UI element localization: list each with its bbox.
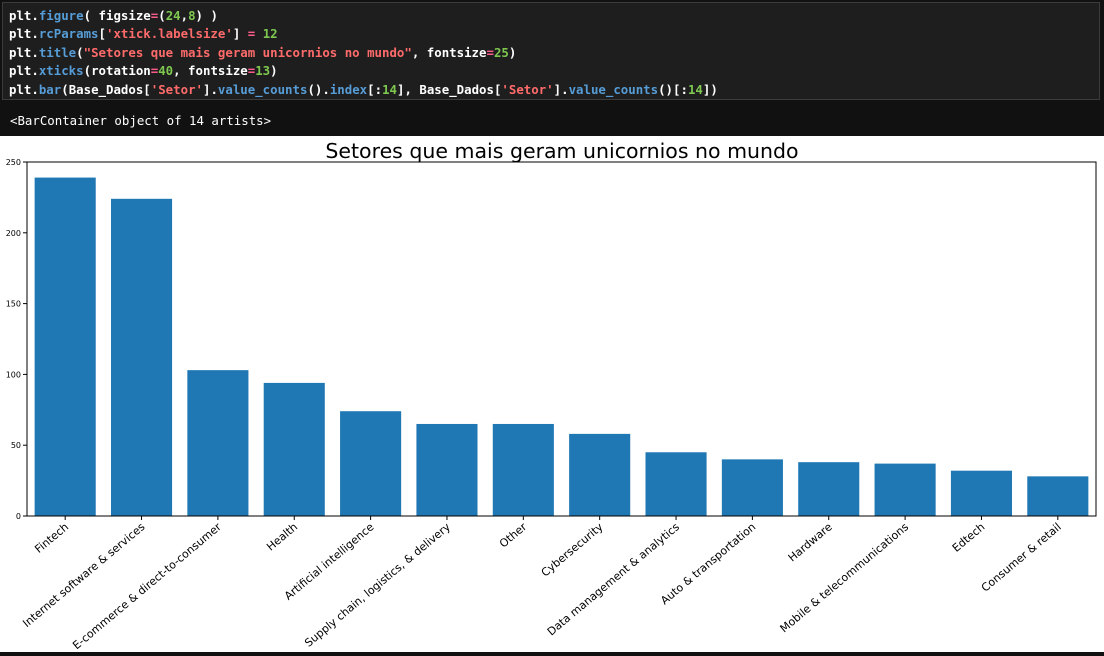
x-tick-label: Fintech xyxy=(32,520,71,555)
x-tick-label: Cybersecurity xyxy=(539,520,606,579)
bars xyxy=(34,177,1089,517)
cell-output: <BarContainer object of 14 artists> xyxy=(10,113,272,128)
chart-title: Setores que mais geram unicornios no mun… xyxy=(325,139,798,163)
x-tick-label: Internet software & services xyxy=(20,520,147,630)
y-tick-label: 0 xyxy=(16,512,21,521)
x-tick-label: Hardware xyxy=(786,520,835,564)
bar xyxy=(1027,476,1089,516)
x-tick-label: Mobile & telecommunications xyxy=(778,520,912,635)
bar xyxy=(492,423,554,516)
y-tick-label: 150 xyxy=(6,300,21,309)
code-line: plt.xticks(rotation=40, fontsize=13) xyxy=(9,63,278,79)
x-tick-label: Supply chain, logistics, & delivery xyxy=(302,520,453,650)
bar xyxy=(721,459,783,516)
code-line: plt.title("Setores que mais geram unicor… xyxy=(9,44,517,60)
code-cell[interactable]: plt.figure( figsize=(24,8) ) plt.rcParams… xyxy=(2,2,1100,100)
bar xyxy=(950,470,1013,516)
bar xyxy=(416,423,478,516)
code-line: plt.figure( figsize=(24,8) ) xyxy=(9,8,218,23)
x-tick-label: E-commerce & direct-to-consumer xyxy=(70,520,224,652)
code-line: plt.rcParams['xtick.labelsize'] = 12 xyxy=(9,26,278,42)
code-line: plt.bar(Base_Dados['Setor'].value_counts… xyxy=(9,81,718,97)
bar xyxy=(874,463,936,516)
x-tick-label: Other xyxy=(497,520,530,550)
x-tick-label: Data management & analytics xyxy=(545,520,682,638)
bar xyxy=(798,462,860,516)
x-tick-label: Health xyxy=(264,520,300,553)
bar xyxy=(569,433,631,516)
y-tick-label: 50 xyxy=(11,441,21,450)
bar xyxy=(645,452,707,516)
bar xyxy=(34,177,96,517)
y-axis: 0 50 100 150 200 250 xyxy=(6,158,27,521)
x-tick-label: Consumer & retail xyxy=(979,520,1064,594)
bar xyxy=(340,411,402,516)
y-tick-label: 100 xyxy=(6,370,21,379)
bar xyxy=(110,198,173,517)
y-tick-label: 250 xyxy=(6,158,21,167)
code-block[interactable]: plt.figure( figsize=(24,8) ) plt.rcParams… xyxy=(3,3,1099,103)
plot-frame xyxy=(26,161,1097,517)
y-tick-label: 200 xyxy=(6,229,21,238)
bar-chart: Setores que mais geram unicornios no mun… xyxy=(6,139,1097,652)
plot-output: Setores que mais geram unicornios no mun… xyxy=(0,136,1104,652)
bar xyxy=(263,382,325,516)
x-tick-label: Edtech xyxy=(950,520,988,554)
bar xyxy=(187,370,249,516)
